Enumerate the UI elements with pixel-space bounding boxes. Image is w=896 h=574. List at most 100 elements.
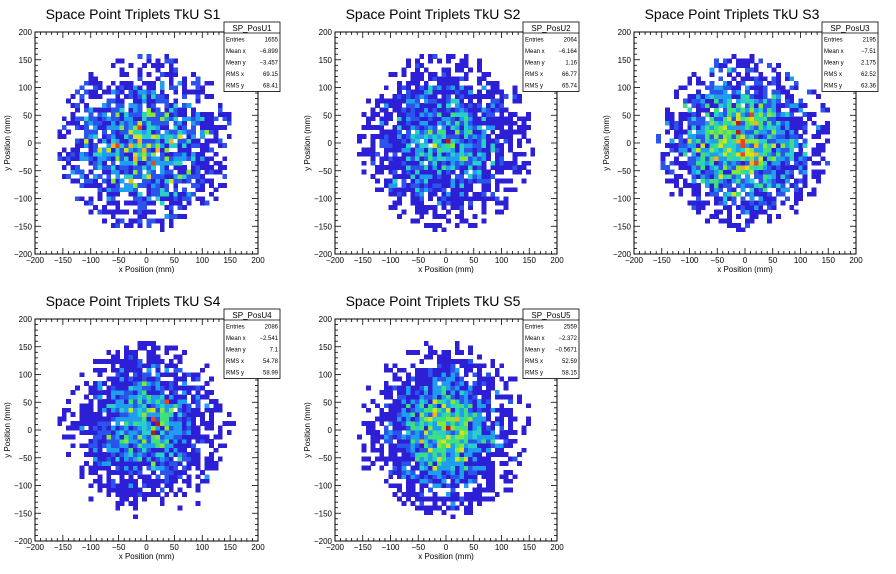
- histogram-bin: [374, 456, 380, 462]
- histogram-bin: [727, 147, 733, 153]
- histogram-bin: [124, 465, 130, 471]
- histogram-bin: [186, 390, 192, 395]
- y-tick-label: −200: [14, 537, 33, 546]
- histogram-bin: [468, 421, 474, 426]
- histogram-bin: [115, 430, 121, 435]
- histogram-bin: [678, 138, 684, 144]
- histogram-bin: [762, 120, 768, 126]
- histogram-bin: [101, 438, 107, 444]
- histogram-bin: [428, 447, 434, 453]
- histogram-bin: [784, 134, 790, 139]
- histogram-bin: [379, 125, 385, 131]
- histogram-bin: [503, 107, 509, 113]
- histogram-bin: [142, 143, 147, 148]
- histogram-bin: [133, 492, 138, 497]
- histogram-bin: [441, 71, 447, 77]
- histogram-bin: [357, 134, 363, 139]
- histogram-bin: [490, 478, 496, 484]
- histogram-bin: [468, 107, 474, 113]
- histogram-bin: [124, 398, 130, 404]
- histogram-bin: [115, 151, 121, 157]
- histogram-bin: [150, 63, 156, 68]
- histogram-bin: [713, 143, 719, 148]
- histogram-bin: [124, 478, 130, 484]
- histogram-bin: [388, 103, 394, 108]
- histogram-bin: [406, 412, 411, 418]
- histogram-bin: [450, 438, 456, 444]
- histogram-bin: [414, 421, 420, 426]
- histogram-bin: [370, 447, 376, 453]
- histogram-bin: [709, 174, 715, 179]
- histogram-bin: [687, 147, 693, 153]
- histogram-bin: [173, 111, 179, 117]
- histogram-bin: [767, 129, 773, 135]
- histogram-bin: [727, 107, 733, 113]
- histogram-bin: [79, 474, 85, 480]
- histogram-bin: [397, 125, 402, 131]
- histogram-bin: [749, 200, 755, 206]
- histogram-bin: [824, 129, 830, 135]
- histogram-bin: [115, 129, 121, 135]
- histogram-bin: [392, 71, 398, 77]
- histogram-bin: [709, 134, 715, 139]
- histogram-bin: [441, 483, 447, 489]
- histogram-bin: [820, 107, 826, 113]
- histogram-bin: [410, 421, 416, 426]
- histogram-bin: [512, 89, 518, 95]
- histogram-bin: [84, 381, 89, 386]
- histogram-bin: [106, 151, 112, 157]
- histogram-bin: [432, 390, 438, 395]
- histogram-bin: [780, 160, 786, 166]
- histogram-bin: [361, 465, 367, 471]
- histogram-bin: [454, 430, 460, 435]
- histogram-bin: [441, 403, 447, 409]
- histogram-bin: [700, 205, 706, 210]
- histogram-bin: [468, 367, 474, 373]
- histogram-bin: [191, 394, 196, 400]
- histogram-bin: [142, 160, 147, 166]
- histogram-bin: [173, 89, 179, 95]
- histogram-bin: [521, 116, 527, 122]
- histogram-bin: [75, 103, 80, 108]
- histogram-bin: [414, 452, 420, 458]
- histogram-bin: [401, 125, 407, 131]
- histogram-bin: [137, 358, 143, 364]
- histogram-bin: [441, 85, 447, 91]
- histogram-bin: [718, 67, 724, 73]
- histogram-bin: [110, 191, 116, 197]
- histogram-bin: [463, 390, 469, 395]
- histogram-bin: [388, 98, 394, 104]
- histogram-bin: [397, 412, 402, 418]
- histogram-bin: [499, 443, 505, 449]
- histogram-bin: [357, 151, 363, 157]
- histogram-bin: [159, 407, 165, 413]
- histogram-bin: [150, 218, 156, 224]
- histogram-bin: [753, 129, 759, 135]
- histogram-bin: [682, 143, 688, 148]
- histogram-bin: [740, 209, 746, 215]
- histogram-bin: [128, 89, 134, 95]
- histogram-bin: [124, 363, 130, 369]
- histogram-bin: [142, 345, 147, 351]
- histogram-bin: [718, 147, 724, 153]
- histogram-bin: [119, 496, 125, 502]
- histogram-bin: [423, 505, 429, 511]
- histogram-bin: [97, 461, 103, 466]
- histogram-bin: [155, 434, 161, 440]
- histogram-bin: [758, 156, 764, 162]
- histogram-bin: [124, 111, 130, 117]
- histogram-bin: [767, 98, 773, 104]
- histogram-bin: [454, 89, 460, 95]
- histogram-bin: [84, 116, 89, 122]
- histogram-bin: [771, 98, 777, 104]
- histogram-bin: [700, 143, 706, 148]
- histogram-bin: [79, 182, 85, 188]
- histogram-bin: [155, 492, 161, 497]
- histogram-bin: [753, 138, 759, 144]
- histogram-bin: [142, 156, 147, 162]
- histogram-bin: [124, 390, 130, 395]
- histogram-bin: [776, 143, 781, 148]
- histogram-bin: [137, 465, 143, 471]
- histogram-bin: [159, 187, 165, 193]
- histogram-bin: [789, 138, 795, 144]
